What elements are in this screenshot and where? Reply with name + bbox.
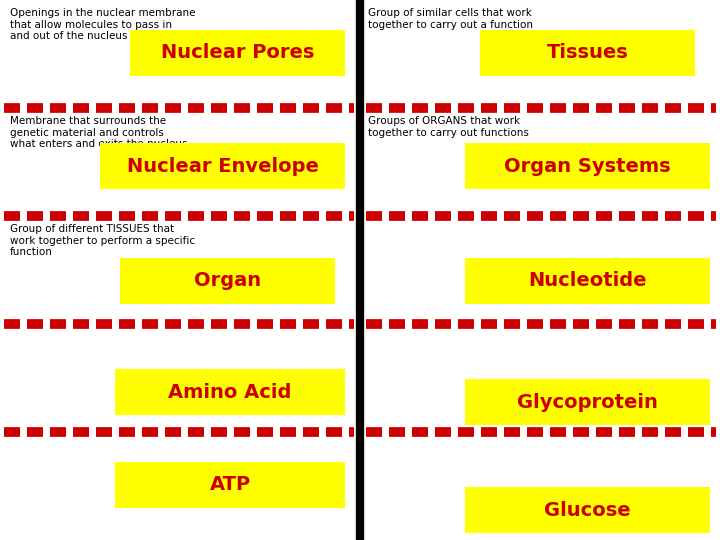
Text: Openings in the nuclear membrane
that allow molecules to pass in
and out of the : Openings in the nuclear membrane that al… [10, 8, 196, 41]
Text: Membrane that surrounds the
genetic material and controls
what enters and exits : Membrane that surrounds the genetic mate… [10, 116, 187, 149]
Bar [115, 369, 345, 415]
Bar [115, 462, 345, 508]
Text: Glycoprotein: Glycoprotein [517, 393, 658, 411]
Text: Glucose: Glucose [544, 501, 631, 519]
Text: Group of different TISSUES that
work together to perform a specific
function: Group of different TISSUES that work tog… [10, 224, 195, 257]
Bar [130, 30, 345, 76]
Text: Amino Acid: Amino Acid [168, 382, 292, 402]
Text: Nuclear Envelope: Nuclear Envelope [127, 157, 318, 176]
Bar [480, 30, 695, 76]
Bar [465, 379, 710, 425]
Bar [465, 143, 710, 189]
Text: Nuclear Pores: Nuclear Pores [161, 44, 314, 63]
Text: Group of similar cells that work
together to carry out a function: Group of similar cells that work togethe… [368, 8, 533, 30]
Text: Tissues: Tissues [546, 44, 629, 63]
Text: Organ: Organ [194, 272, 261, 291]
Text: ATP: ATP [210, 476, 251, 495]
Text: Nucleotide: Nucleotide [528, 272, 647, 291]
Text: Groups of ORGANS that work
together to carry out functions: Groups of ORGANS that work together to c… [368, 116, 529, 138]
Bar [100, 143, 345, 189]
Bar [465, 258, 710, 304]
Bar [120, 258, 335, 304]
Bar [465, 487, 710, 533]
Text: Organ Systems: Organ Systems [504, 157, 671, 176]
